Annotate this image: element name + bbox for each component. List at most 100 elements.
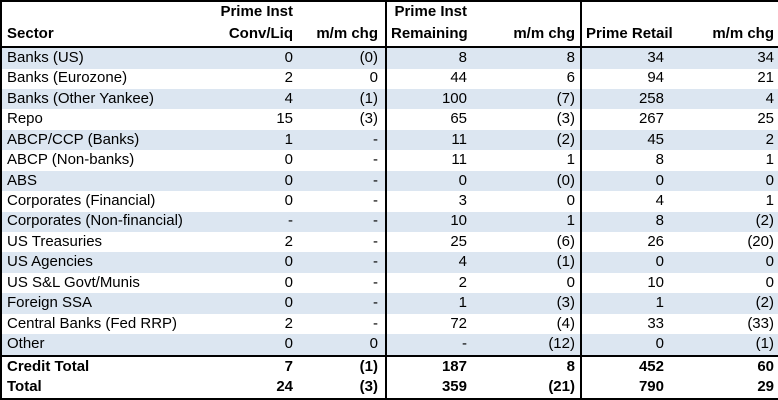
value-cell: 1 (566, 212, 575, 230)
value-cell: 0 (284, 294, 293, 312)
value-cell: - (373, 192, 378, 209)
sector-cell: Banks (Other Yankee) (7, 89, 155, 107)
table-row: US S&L Govt/Munis 0 -2 0 10 0 (1, 272, 778, 294)
value-cell: (3) (556, 294, 575, 312)
value-cell: (3) (359, 110, 378, 128)
sector-cell: ABCP (Non-banks) (7, 151, 135, 169)
column-header-prime-retail: Prime Retail (580, 23, 676, 48)
sector-cell: Central Banks (Fed RRP) (7, 314, 178, 332)
value-cell: 4 (580, 191, 676, 212)
sector-cell: Credit Total (7, 357, 90, 375)
value-cell: 0 (369, 69, 378, 87)
value-cell: 45 (580, 129, 676, 151)
value-cell: 0 (580, 170, 676, 192)
value-cell: 1 (566, 151, 575, 169)
value-cell: - (373, 130, 378, 148)
value-cell: 0 (284, 253, 293, 271)
value-cell: 0 (284, 171, 293, 189)
value-cell: - (373, 314, 378, 332)
value-cell: 4 (385, 252, 476, 273)
value-cell: 29 (757, 378, 774, 396)
value-cell: 44 (385, 68, 476, 89)
value-cell: (0) (359, 48, 378, 66)
value-cell: 8 (385, 47, 476, 69)
column-header-mm-chg-2: m/m chg (476, 23, 581, 48)
value-cell: 7 (284, 357, 293, 375)
value-cell: (1) (359, 357, 378, 375)
value-cell: - (373, 294, 378, 312)
column-header-row: Sector Conv/Liq m/m chg Remaining m/m ch… (1, 23, 778, 48)
value-cell: 1 (580, 293, 676, 314)
value-cell: 3 (385, 191, 476, 212)
table-row: Other 0 0- (12) 0 (1) (1, 334, 778, 356)
total-row: Credit Total 7 (1) 187 8 452 60 (1, 355, 778, 378)
value-cell: 0 (580, 252, 676, 273)
sector-cell: ABCP/CCP (Banks) (7, 130, 140, 148)
value-cell: 1 (765, 192, 774, 209)
value-cell: 2 (765, 130, 774, 148)
value-cell: - (373, 212, 378, 230)
value-cell: - (288, 212, 293, 230)
value-cell: 1 (765, 151, 774, 169)
value-cell: - (373, 151, 378, 169)
sector-cell: ABS (7, 171, 38, 189)
value-cell: 33 (580, 313, 676, 335)
value-cell: 2 (284, 69, 293, 87)
value-cell: 0 (765, 253, 774, 271)
value-cell: 60 (757, 357, 774, 375)
table-row: ABCP/CCP (Banks) 1 -11 (2) 45 2 (1, 129, 778, 151)
table-row: Central Banks (Fed RRP) 2 -72 (4) 33 (33) (1, 313, 778, 335)
sector-cell: Foreign SSA (7, 294, 93, 312)
value-cell: 100 (385, 88, 476, 110)
value-cell: 11 (385, 129, 476, 151)
value-cell: 4 (284, 89, 293, 107)
value-cell: 34 (757, 48, 774, 66)
group-header-empty-3 (580, 1, 676, 23)
value-cell: 0 (284, 48, 293, 66)
value-cell: 0 (284, 192, 293, 209)
value-cell: - (373, 273, 378, 291)
table-row: Repo 15 (3) 65 (3) 267 25 (1, 109, 778, 130)
value-cell: 0 (580, 334, 676, 356)
group-header-row: Prime Inst Prime Inst (1, 1, 778, 23)
value-cell: 359 (385, 377, 476, 399)
value-cell: 25 (757, 110, 774, 128)
value-cell: (2) (755, 294, 774, 312)
value-cell: (21) (548, 378, 575, 396)
value-cell: (7) (556, 89, 575, 107)
group-header-prime-inst-remaining: Prime Inst (385, 1, 476, 23)
value-cell: 1 (385, 293, 476, 314)
value-cell: - (385, 334, 476, 356)
value-cell: 0 (369, 335, 378, 353)
value-cell: (20) (747, 232, 774, 250)
table-row: Banks (Other Yankee) 4 (1) 100 (7) 258 4 (1, 88, 778, 110)
value-cell: 26 (580, 232, 676, 253)
column-header-mm-chg-1: m/m chg (301, 23, 386, 48)
column-header-conv-liq: Conv/Liq (206, 23, 301, 48)
value-cell: - (373, 232, 378, 250)
value-cell: 2 (385, 272, 476, 294)
table-row: ABS 0-0 (0) 0 0 (1, 170, 778, 192)
value-cell: 11 (385, 150, 476, 171)
value-cell: 34 (580, 47, 676, 69)
value-cell: 267 (580, 109, 676, 130)
sector-cell: US Agencies (7, 253, 93, 271)
group-header-empty-4 (676, 1, 778, 23)
value-cell: 10 (385, 211, 476, 233)
table-row: Banks (US) 0 (0) 8 8 34 34 (1, 47, 778, 69)
value-cell: 25 (385, 232, 476, 253)
value-cell: (0) (556, 171, 575, 189)
value-cell: (1) (556, 253, 575, 271)
group-header-empty-sector (1, 1, 206, 23)
sector-cell: Banks (Eurozone) (7, 69, 128, 87)
table-row: US Agencies 0 -4 (1) 0 0 (1, 252, 778, 273)
value-cell: 0 (284, 335, 293, 353)
table-row: Banks (Eurozone) 2 0 44 6 94 21 (1, 68, 778, 89)
value-cell: 258 (580, 88, 676, 110)
value-cell: 0 (566, 273, 575, 291)
value-cell: 6 (566, 69, 575, 87)
sector-cell: US S&L Govt/Munis (7, 273, 140, 291)
value-cell: (33) (747, 314, 774, 332)
sector-cell: Corporates (Financial) (7, 192, 156, 209)
